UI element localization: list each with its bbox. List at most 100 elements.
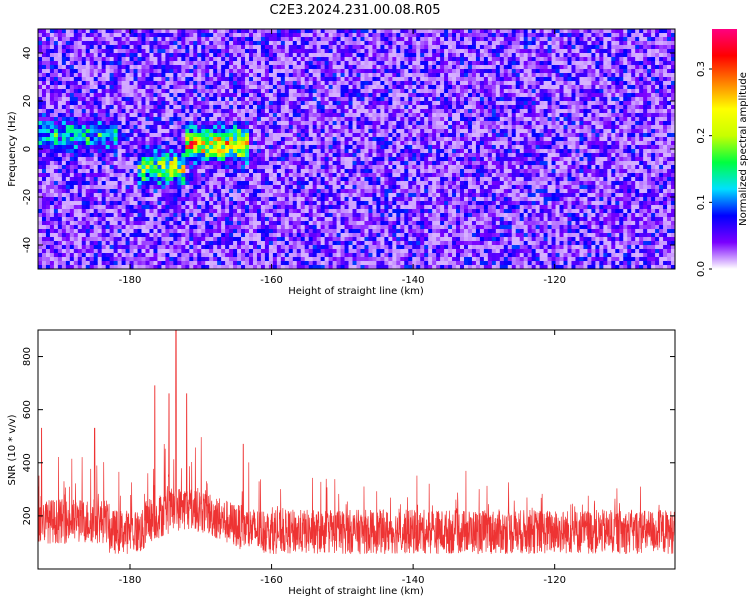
heatmap-cell	[149, 53, 154, 58]
heatmap-cell	[284, 181, 290, 186]
heatmap-cell	[336, 189, 341, 194]
heatmap-cell	[245, 41, 250, 46]
heatmap-cell	[193, 209, 198, 214]
heatmap-cell	[157, 85, 162, 90]
heatmap-cell	[137, 225, 142, 230]
heatmap-cell	[340, 209, 345, 214]
heatmap-cell	[336, 153, 341, 158]
heatmap-cell	[229, 105, 234, 110]
heatmap-cell	[57, 45, 63, 50]
heatmap-cell	[57, 141, 63, 146]
heatmap-cell	[129, 169, 134, 174]
heatmap-cell	[201, 245, 206, 250]
heatmap-cell	[356, 125, 361, 130]
heatmap-cell	[125, 217, 130, 222]
heatmap-cell	[201, 45, 206, 50]
heatmap-cell	[125, 69, 130, 74]
heatmap-cell	[356, 265, 361, 270]
heatmap-cell	[149, 89, 154, 94]
heatmap-cell	[45, 29, 51, 34]
heatmap-cell	[312, 29, 318, 34]
heatmap-cell	[344, 245, 349, 250]
heatmap-cell	[352, 81, 357, 86]
heatmap-cell	[49, 33, 55, 38]
heatmap-cell	[105, 101, 111, 106]
heatmap-cell	[352, 157, 357, 162]
heatmap-cell	[249, 221, 254, 226]
heatmap-cell	[316, 101, 322, 106]
heatmap-cell	[157, 221, 162, 226]
heatmap-cell	[213, 149, 218, 154]
heatmap-cell	[280, 29, 286, 34]
heatmap-cell	[304, 209, 310, 214]
heatmap-cell	[260, 217, 266, 222]
heatmap-cell	[352, 217, 357, 222]
heatmap-cell	[197, 153, 202, 158]
heatmap-cell	[113, 41, 119, 46]
heatmap-cell	[217, 41, 222, 46]
heatmap-cell	[213, 257, 218, 262]
heatmap-cell	[57, 77, 63, 82]
heatmap-cell	[256, 253, 262, 258]
heatmap-cell	[189, 193, 194, 198]
heatmap-cell	[165, 73, 170, 78]
heatmap-cell	[109, 101, 115, 106]
heatmap-cell	[61, 169, 67, 174]
heatmap-cell	[344, 157, 349, 162]
heatmap-cell	[229, 97, 234, 102]
heatmap-cell	[61, 241, 67, 246]
heatmap-cell	[117, 169, 123, 174]
heatmap-cell	[125, 257, 130, 262]
heatmap-cell	[272, 253, 278, 258]
heatmap-cell	[276, 201, 282, 206]
heatmap-cell	[121, 37, 126, 42]
heatmap-cell	[205, 157, 210, 162]
heatmap-cell	[53, 201, 59, 206]
heatmap-cell	[245, 205, 250, 210]
heatmap-cell	[304, 37, 310, 42]
heatmap-cell	[177, 209, 182, 214]
heatmap-cell	[217, 209, 222, 214]
heatmap-cell	[272, 161, 278, 166]
heatmap-cell	[129, 105, 134, 110]
heatmap-cell	[360, 201, 365, 206]
heatmap-cell	[185, 197, 190, 202]
heatmap-cell	[109, 153, 115, 158]
heatmap-cell	[300, 193, 306, 198]
heatmap-cell	[324, 225, 330, 230]
heatmap-cell	[189, 189, 194, 194]
heatmap-cell	[284, 197, 290, 202]
heatmap-cell	[65, 37, 71, 42]
heatmap-cell	[360, 157, 365, 162]
heatmap-cell	[292, 121, 298, 126]
heatmap-cell	[213, 153, 218, 158]
heatmap-cell	[249, 261, 254, 266]
heatmap-cell	[97, 153, 103, 158]
heatmap-cell	[328, 89, 334, 94]
heatmap-cell	[145, 77, 150, 82]
heatmap-cell	[38, 217, 43, 222]
heatmap-cell	[213, 133, 218, 138]
heatmap-cell	[312, 109, 318, 114]
heatmap-cell	[221, 113, 226, 118]
heatmap-cell	[129, 97, 134, 102]
heatmap-cell	[324, 169, 330, 174]
heatmap-cell	[344, 141, 349, 146]
heatmap-cell	[201, 221, 206, 226]
heatmap-cell	[268, 137, 274, 142]
heatmap-cell	[320, 85, 326, 90]
heatmap-cell	[49, 221, 55, 226]
heatmap-cell	[256, 209, 262, 214]
heatmap-cell	[300, 109, 306, 114]
heatmap-cell	[304, 165, 310, 170]
heatmap-cell	[237, 45, 242, 50]
heatmap-cell	[328, 257, 334, 262]
heatmap-cell	[268, 249, 274, 254]
heatmap-cell	[85, 249, 91, 254]
heatmap-cell	[69, 145, 75, 150]
heatmap-cell	[276, 101, 282, 106]
heatmap-cell	[308, 165, 314, 170]
heatmap-cell	[213, 37, 218, 42]
heatmap-cell	[61, 213, 67, 218]
heatmap-cell	[85, 41, 91, 46]
